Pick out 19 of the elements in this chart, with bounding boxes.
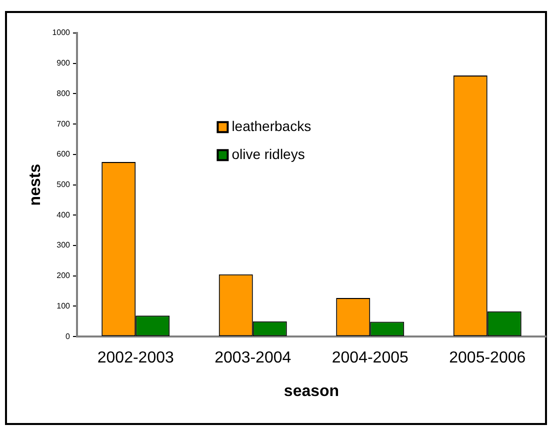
- y-tick-label: 1000: [52, 28, 71, 38]
- y-tick-label: 100: [56, 301, 71, 310]
- x-tick-label: 2005-2006: [449, 350, 526, 367]
- legend-label: olive ridleys: [232, 146, 305, 162]
- y-tick-label: 900: [56, 58, 71, 68]
- y-tick-label: 600: [56, 150, 71, 159]
- y-tick-label: 500: [56, 180, 71, 190]
- y-tick-label: 400: [56, 210, 71, 220]
- x-tick-label: 2002-2003: [97, 350, 174, 367]
- y-tick-label: 700: [56, 119, 71, 128]
- y-tick-label: 800: [56, 88, 71, 98]
- x-tick-label: 2003-2004: [214, 350, 292, 367]
- x-axis-title: season: [284, 382, 340, 400]
- y-tick-label: 300: [56, 240, 71, 250]
- y-tick-label: 200: [56, 271, 71, 280]
- legend-label: leatherbacks: [232, 118, 312, 134]
- y-axis-title: nests: [27, 164, 44, 206]
- x-tick-label: 2004-2005: [332, 350, 408, 367]
- y-tick-label: 0: [66, 332, 71, 341]
